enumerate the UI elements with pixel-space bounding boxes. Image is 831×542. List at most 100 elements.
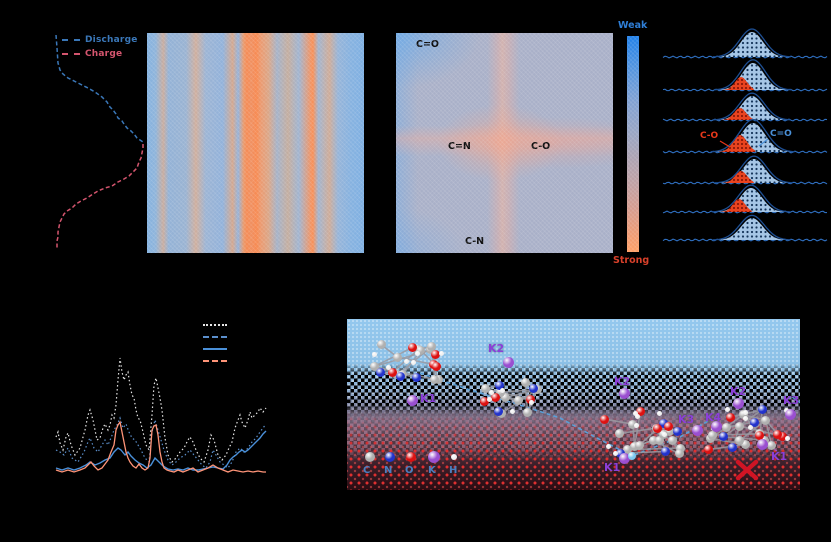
h-atom (487, 397, 493, 403)
c-atom (655, 436, 665, 446)
o-atom (525, 394, 535, 404)
correlation-heatmap: C=O C=N C-O C-N (396, 33, 613, 253)
pattern-legend-entry-1 (203, 334, 227, 340)
spectrum-baseline (662, 181, 828, 185)
fitted-spectra-stack: C-O C=O (662, 28, 828, 242)
legend-letter-n: N (384, 465, 393, 476)
c-atom (740, 440, 750, 450)
n-atom (396, 371, 406, 381)
discharge-line-sample (62, 38, 80, 41)
legend-atom-k (428, 451, 440, 463)
pattern-curve-dotted-blue (55, 416, 267, 469)
c-atom (376, 340, 386, 350)
discharge-label: Discharge (85, 34, 138, 45)
md-snapshot-panel: K2 K1 K2 K1 K3 K4 K2 K3 K1 C N O K H (347, 319, 800, 490)
legend-line-sample (203, 336, 227, 338)
spectrum-row-1 (662, 28, 828, 59)
h-atom (743, 409, 749, 415)
k-ion-label-k1-8: K1 (771, 450, 788, 463)
operando-heatmap (147, 33, 364, 253)
k-ion (691, 424, 703, 436)
spectrum-row-5 (662, 155, 828, 185)
ion-trajectory-1 (791, 396, 800, 404)
legend-line-sample (203, 348, 227, 350)
spectrum-row-3 (662, 92, 828, 122)
charge-line-sample (62, 52, 80, 55)
peak-envelope (711, 184, 790, 213)
c-atom (514, 396, 524, 406)
h-atom (415, 350, 421, 356)
red-subpeak-pattern (719, 135, 756, 152)
adsorbed-ion (628, 452, 636, 460)
peak-dot-pattern (716, 32, 788, 57)
h-atom (489, 389, 495, 395)
h-atom (784, 435, 790, 441)
spectrum-row-7 (662, 214, 828, 242)
k-ion (618, 387, 630, 399)
legend-letter-k: K (428, 465, 436, 476)
c-atom (630, 441, 640, 451)
o-atom (431, 361, 441, 371)
c-atom (427, 342, 437, 352)
c-atom (707, 431, 717, 441)
n-atom (673, 427, 683, 437)
spectra-peak-label-c-single-o: C-O (700, 131, 719, 141)
o-atom (773, 429, 783, 439)
peak-envelope (710, 118, 795, 153)
k-ion (406, 394, 418, 406)
heatmap-label-co-double: C=O (416, 39, 440, 50)
c-atom (615, 428, 625, 438)
c-atom (667, 435, 677, 445)
n-atom (495, 380, 504, 390)
k-ion (710, 420, 722, 432)
k-ion (502, 356, 514, 368)
n-atom (757, 405, 767, 415)
pattern-legend-entry-2 (203, 346, 227, 352)
heatmap-label-cn-double: C=N (448, 141, 471, 152)
legend-letter-h: H (449, 465, 458, 476)
n-atom (528, 383, 538, 393)
voltage-profile-plot (55, 34, 144, 248)
k-ion-label-k3-4: K3 (678, 413, 695, 426)
charge-label: Charge (85, 48, 123, 59)
peak-envelope (713, 59, 792, 91)
h-atom (404, 359, 410, 365)
h-atom (372, 352, 378, 358)
spectra-peak-label-c-double-o: C=O (770, 129, 792, 139)
pattern-legend-entry-3 (203, 358, 227, 364)
red-subpeak-pattern (723, 77, 755, 90)
legend-line-sample (203, 360, 227, 362)
h-atom (500, 388, 506, 394)
k-ion (618, 452, 630, 464)
pattern-curve-dotted-gray (55, 357, 267, 464)
o-atom (755, 431, 765, 441)
spectrum-row-2 (662, 59, 828, 92)
k-ion-label-k2-2: K2 (614, 375, 631, 388)
k-ion-label-k2-0: K2 (488, 342, 505, 355)
bond (373, 346, 413, 368)
c-atom (523, 408, 533, 418)
k-ion-label-k2-6: K2 (730, 385, 747, 398)
c-atom (634, 440, 644, 450)
o-atom (703, 445, 713, 455)
peak-label-arrow (758, 138, 769, 147)
c-atom (369, 362, 379, 372)
c-atom (761, 415, 771, 425)
h-atom (509, 409, 515, 415)
h-atom (605, 444, 611, 450)
legend-entry-discharge: Discharge (62, 34, 138, 45)
peak-label-arrow (719, 140, 731, 148)
h-atom (662, 431, 668, 437)
k-ion-label-k4-5: K4 (705, 411, 722, 424)
c-atom (500, 392, 510, 402)
bond (397, 356, 435, 366)
voltage-curve-discharge (55, 34, 144, 144)
legend-atom-h (451, 454, 457, 460)
o-atom (479, 396, 489, 406)
n-atom (493, 407, 503, 417)
c-atom (520, 378, 530, 388)
c-atom (735, 421, 745, 431)
pattern-legend (203, 322, 227, 364)
o-atom (777, 431, 787, 441)
